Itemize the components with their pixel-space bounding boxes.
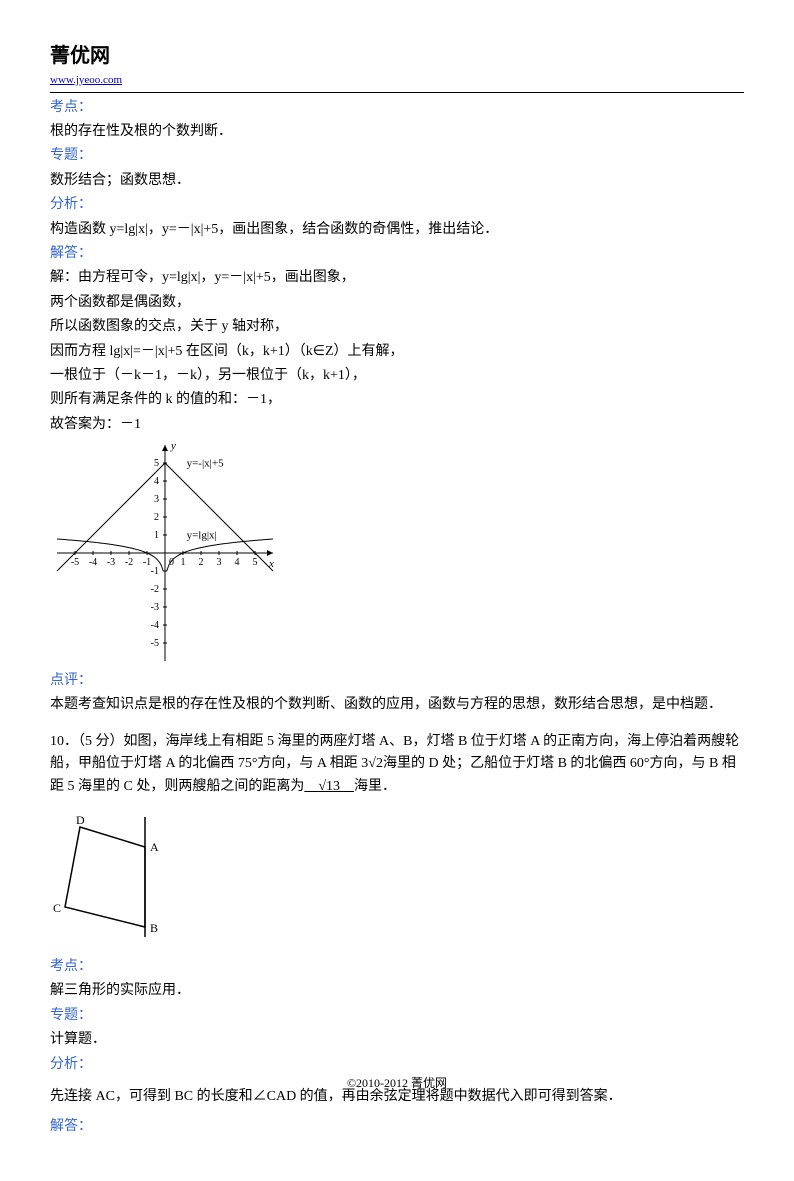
kaodian-text: 根的存在性及根的个数判断． [50,121,744,143]
svg-text:-3: -3 [107,557,115,568]
problem-10: 10．（5 分）如图，海岸线上有相距 5 海里的两座灯塔 A、B，灯塔 B 位于… [50,731,744,798]
svg-text:3: 3 [154,494,159,505]
problem-suffix: 海里． [354,779,396,794]
svg-text:-4: -4 [89,557,97,568]
jieda-line-5: 则所有满足条件的 k 的值的和：－1， [50,389,744,411]
dianping-label: 点评： [50,673,92,688]
kaodian2-label: 考点： [50,959,92,974]
svg-text:A: A [150,840,159,854]
site-url[interactable]: www.jyeoo.com [50,72,744,93]
svg-text:4: 4 [235,557,240,568]
svg-text:1: 1 [154,530,159,541]
svg-text:1: 1 [181,557,186,568]
svg-text:-4: -4 [151,620,159,631]
svg-text:y=-|x|+5: y=-|x|+5 [187,458,224,470]
page-footer: ©2010-2012 菁优网 [0,1074,794,1093]
jieda-line-3: 因而方程 lg|x|=－|x|+5 在区间（k，k+1）（k∈Z）上有解， [50,341,744,363]
svg-text:3: 3 [217,557,222,568]
svg-text:-1: -1 [151,566,159,577]
svg-text:-3: -3 [151,602,159,613]
svg-text:4: 4 [154,476,159,487]
zhuanti2-text: 计算题． [50,1029,744,1051]
sqrt2: √2 [368,756,383,771]
function-graph: -5-4-3-2-112345-5-4-3-2-1123450yxy=-|x|+… [50,438,744,668]
svg-text:-2: -2 [151,584,159,595]
fenxi2-label: 分析： [50,1057,92,1072]
dianping-text: 本题考查知识点是根的存在性及根的个数判断、函数的应用，函数与方程的思想，数形结合… [50,694,744,716]
fenxi-label: 分析： [50,197,92,212]
kaodian2-text: 解三角形的实际应用． [50,980,744,1002]
svg-text:2: 2 [199,557,204,568]
svg-text:2: 2 [154,512,159,523]
jieda2-label: 解答： [50,1119,92,1134]
svg-text:y: y [170,440,176,452]
jieda-label: 解答： [50,246,92,261]
geometry-diagram: D A C B [50,812,744,942]
svg-text:B: B [150,921,158,935]
jieda-line-4: 一根位于（－k－1，－k），另一根位于（k，k+1）， [50,365,744,387]
problem-answer: √13 [304,779,354,794]
svg-text:-5: -5 [71,557,79,568]
zhuanti-label: 专题： [50,148,92,163]
kaodian-label: 考点： [50,100,92,115]
jieda-line-2: 所以函数图象的交点，关于 y 轴对称， [50,316,744,338]
zhuanti2-label: 专题： [50,1008,92,1023]
jieda-line-0: 解：由方程可令，y=lg|x|，y=－|x|+5，画出图象， [50,267,744,289]
site-title: 菁优网 [50,40,744,72]
svg-text:C: C [53,901,61,915]
zhuanti-text: 数形结合；函数思想． [50,170,744,192]
jieda-line-1: 两个函数都是偶函数， [50,292,744,314]
fenxi-text: 构造函数 y=lg|x|，y=－|x|+5，画出图象，结合函数的奇偶性，推出结论… [50,219,744,241]
svg-text:-2: -2 [125,557,133,568]
jieda-line-6: 故答案为：－1 [50,414,744,436]
svg-text:5: 5 [253,557,258,568]
svg-text:y=lg|x|: y=lg|x| [187,530,217,542]
svg-text:-5: -5 [151,638,159,649]
svg-text:5: 5 [154,458,159,469]
svg-text:x: x [268,558,274,570]
svg-text:D: D [76,813,85,827]
